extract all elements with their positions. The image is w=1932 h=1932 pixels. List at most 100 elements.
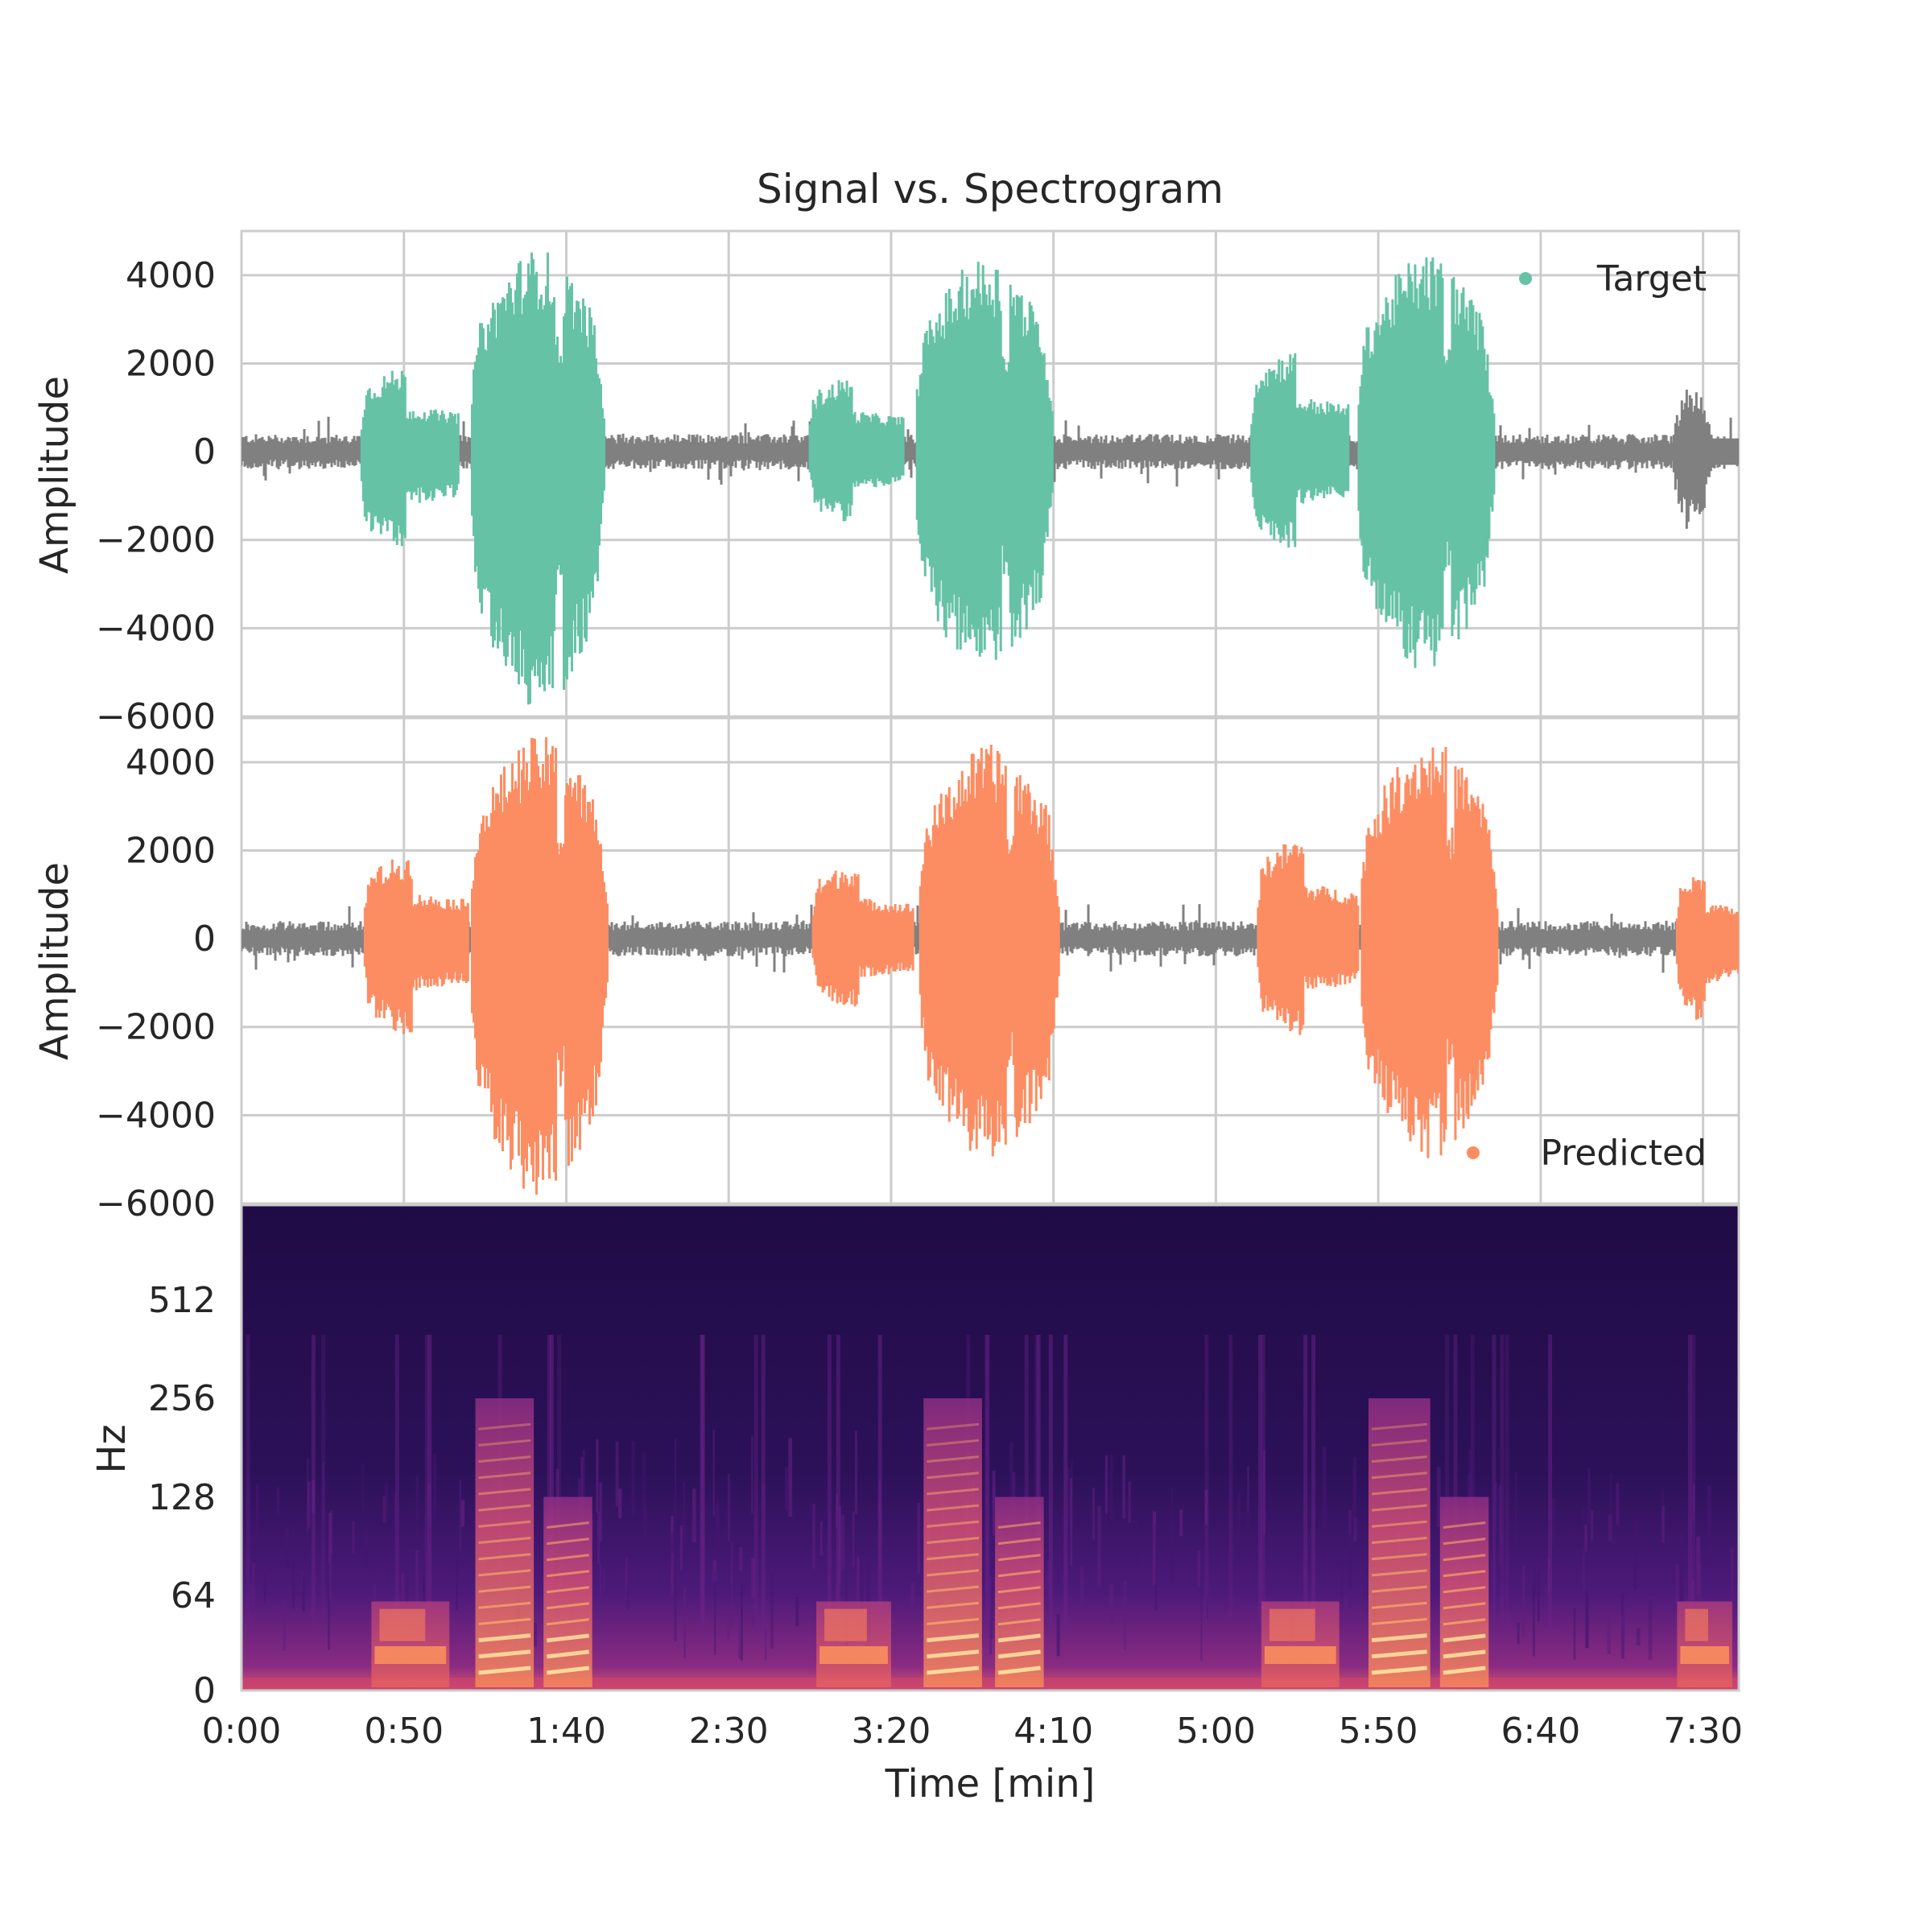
harmonic-line: [997, 1586, 1041, 1594]
spectrogram-texture: [1097, 1506, 1101, 1587]
spectrogram-transient: [1505, 1335, 1509, 1632]
spectrogram-texture: [1534, 1571, 1537, 1597]
x-tick-label: 6:40: [1501, 1711, 1580, 1752]
harmonic-line: [927, 1601, 980, 1609]
spectrogram-texture: [1247, 1466, 1249, 1512]
spectrogram-texture: [838, 1505, 841, 1583]
harmonic-line: [997, 1618, 1041, 1626]
spectrogram-texture: [603, 1568, 605, 1591]
spectrogram-transient: [761, 1335, 766, 1632]
harmonic-line: [1443, 1570, 1486, 1578]
legend-target-label: Target: [1596, 258, 1707, 299]
spectrogram-transient: [424, 1335, 429, 1632]
spectrogram-texture: [675, 1438, 676, 1522]
formant-band: [1685, 1608, 1708, 1641]
spectrogram-texture: [671, 1516, 674, 1596]
harmonic-line: [927, 1520, 980, 1528]
spectrogram-texture: [1104, 1466, 1108, 1529]
harmonic-line: [478, 1553, 531, 1561]
harmonic-line: [1443, 1521, 1486, 1529]
segment-1-trace: [360, 370, 460, 547]
spectrogram-y-tick-label: 256: [148, 1378, 216, 1419]
spectrogram-texture: [285, 1526, 289, 1568]
spectrogram-data: [242, 1335, 1739, 1690]
spectrogram-texture: [555, 1468, 559, 1523]
harmonic-line: [1371, 1617, 1427, 1625]
y-tick-label: 0: [193, 431, 216, 473]
spectrogram-texture: [1537, 1570, 1540, 1621]
segment-4-trace: [915, 262, 1054, 660]
spectrogram-texture: [1436, 1467, 1441, 1527]
spectrogram-transient: [1500, 1335, 1505, 1632]
formant-band: [824, 1608, 867, 1641]
segment-6-trace: [1357, 257, 1496, 668]
harmonic-line: [478, 1601, 531, 1609]
formant-band: [379, 1608, 426, 1641]
spectrogram-texture: [730, 1483, 733, 1556]
panel-spectrogram-frame: [240, 1203, 1740, 1692]
spectrogram-texture: [1009, 1442, 1013, 1525]
harmonic-line: [997, 1538, 1041, 1546]
spectrogram-transient: [1470, 1335, 1475, 1632]
spectrogram-texture: [625, 1558, 628, 1600]
spectrogram-texture: [292, 1523, 295, 1609]
segment-2-trace: [470, 252, 605, 705]
spectrogram-texture: [1514, 1472, 1517, 1555]
spectrogram-y-tick-label: 128: [148, 1477, 216, 1518]
spectrogram-texture: [1057, 1565, 1059, 1583]
spectrogram-texture: [307, 1481, 311, 1528]
spectrogram-texture: [836, 1494, 838, 1529]
spectrogram-texture: [1587, 1468, 1591, 1525]
spectrogram-texture: [1544, 1587, 1547, 1628]
x-tick-label: 5:00: [1176, 1711, 1256, 1752]
spectrogram-texture: [728, 1473, 730, 1542]
spectrogram-texture: [253, 1557, 256, 1588]
spectrogram-texture: [990, 1559, 993, 1639]
harmonic-line: [997, 1521, 1041, 1529]
spectrogram-texture: [1109, 1454, 1113, 1521]
spectrogram-texture: [322, 1462, 324, 1522]
harmonic-line: [546, 1633, 590, 1643]
harmonic-line: [1371, 1649, 1427, 1659]
spectrogram-texture: [1246, 1499, 1250, 1527]
y-tick-label: −2000: [96, 520, 216, 561]
spectrogram-texture: [690, 1523, 692, 1541]
spectrogram-texture: [1573, 1608, 1576, 1660]
harmonic-line: [547, 1570, 589, 1578]
spectrogram-texture: [263, 1573, 266, 1604]
harmonic-line: [927, 1488, 980, 1496]
spectrogram-texture: [328, 1563, 330, 1650]
panel-predicted-y-ticks: 4000 2000 0 −2000 −4000 −6000: [96, 742, 216, 1224]
harmonic-line: [478, 1666, 531, 1675]
spectrogram-floor: [242, 1678, 1739, 1690]
spectrogram-texture: [456, 1524, 458, 1611]
spectrogram-texture: [302, 1575, 305, 1612]
harmonic-line: [1371, 1488, 1427, 1496]
harmonic-line: [1443, 1554, 1486, 1562]
harmonic-line: [1371, 1601, 1427, 1609]
harmonic-line: [478, 1520, 531, 1528]
spectrogram-transient: [1048, 1335, 1053, 1632]
spectrogram-ylabel: Hz: [89, 1424, 134, 1473]
spectrogram-texture: [714, 1570, 716, 1655]
spectrogram-texture: [1237, 1492, 1241, 1552]
segment-1-trace: [363, 859, 469, 1034]
spectrogram-texture: [910, 1583, 915, 1607]
spectrogram-transient: [985, 1335, 989, 1632]
harmonic-line: [1371, 1422, 1427, 1430]
spectrogram-texture: [1696, 1536, 1700, 1596]
harmonic-line: [927, 1439, 980, 1447]
spectrogram-texture: [1498, 1484, 1502, 1566]
harmonic-line: [1443, 1586, 1486, 1594]
spectrogram-transient: [1691, 1335, 1696, 1632]
spectrogram-texture: [307, 1458, 309, 1534]
harmonic-line: [1443, 1649, 1486, 1659]
spectrogram-texture: [852, 1511, 855, 1567]
harmonic-line: [927, 1455, 980, 1463]
spectrogram-texture: [1707, 1485, 1711, 1565]
spectrogram-texture: [599, 1482, 602, 1542]
spectrogram-texture: [1122, 1455, 1126, 1519]
panel-predicted: 4000 2000 0 −2000 −4000 −6000 Amplitude Predi…: [32, 716, 1740, 1224]
spectrogram-texture: [1080, 1567, 1084, 1605]
